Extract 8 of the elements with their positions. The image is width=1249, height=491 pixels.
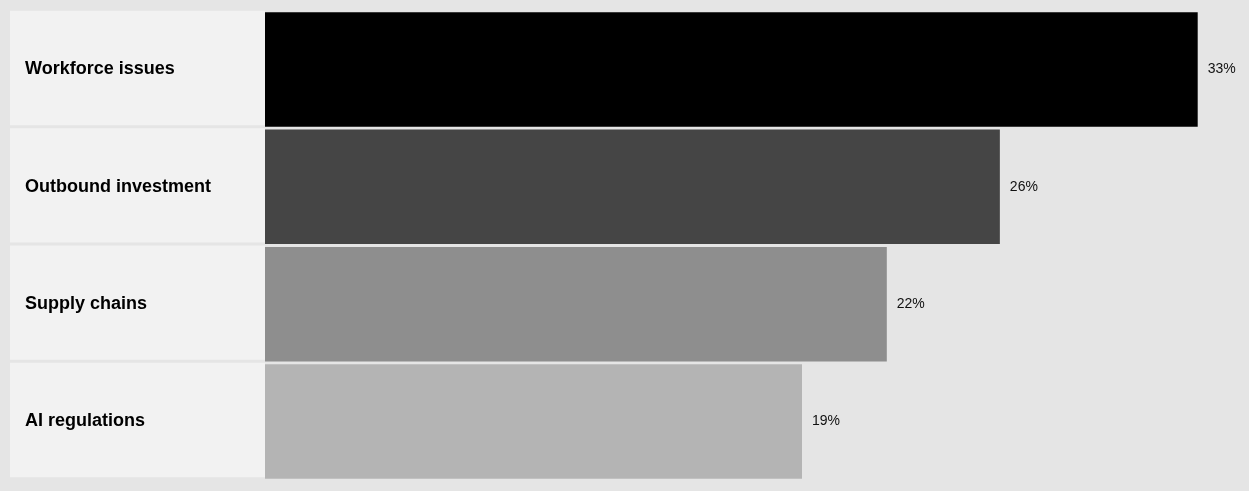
data-label: 26% <box>1009 177 1038 194</box>
y-tick-label: Supply chains <box>25 293 148 314</box>
y-tick-label: AI regulations <box>25 410 146 431</box>
data-label: 33% <box>1207 60 1236 77</box>
data-label: 19% <box>812 412 841 429</box>
y-tick-label: Workforce issues <box>25 58 175 79</box>
data-label: 22% <box>896 295 925 312</box>
y-tick-label: Outbound investment <box>25 175 211 196</box>
